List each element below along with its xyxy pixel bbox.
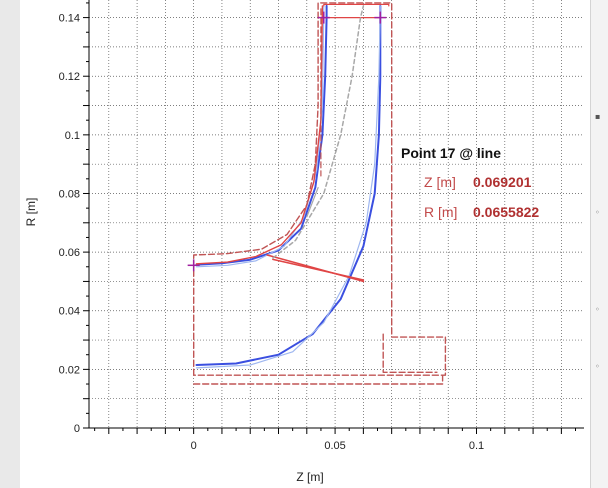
point-info-box: Point 17 @ line Z [m] 0.069201 R [m] 0.0… [401,145,539,220]
marker-layer [187,11,387,272]
y-tick-label: 0.1 [65,130,80,142]
series-line-6 [323,3,390,7]
y-tick-label: 0 [74,423,80,435]
x-tick-label: 0.1 [469,440,484,452]
info-title: Point 17 @ line [401,145,501,161]
series-line-2 [195,4,382,366]
info-r-value: 0.0655822 [473,204,539,220]
x-tick-label: 0.05 [324,440,345,452]
series-line-9 [272,258,365,281]
point-marker-2 [317,11,330,24]
series-line-5 [195,5,324,265]
x-tick-label: 0 [191,440,197,452]
series-line-3 [195,5,325,268]
series-line-1 [195,4,328,266]
series-line-13 [192,374,444,385]
series-line-14 [382,333,438,373]
y-tick-label: 0.12 [59,71,80,83]
y-tick-label: 0.06 [59,247,80,259]
point-marker-3 [374,11,387,24]
y-tick-label: 0.02 [59,364,80,376]
y-tick-label: 0.04 [59,306,80,318]
panel-edge-glyph-1: ▪ [595,112,601,121]
x-axis-label: Z [m] [296,470,323,484]
info-z-label: Z [m] [424,174,456,190]
series-layer [192,2,447,385]
y-tick-label: 0.14 [59,13,80,25]
panel-edge-glyph-2: ◦ [595,208,600,217]
series-line-11 [306,187,319,218]
right-side-panel: ▪ ◦ ◦ ◦ [590,0,608,488]
axes: 0 0.05 0.1 0 0.02 0.04 0.06 0.08 0.1 0.12 0.14 [59,0,584,452]
left-panel-edge [0,0,21,488]
y-axis-label: R [m] [24,198,38,227]
point-marker-1 [187,259,200,272]
series-line-12 [192,2,447,376]
chart-svg[interactable]: 0 0.05 0.1 0 0.02 0.04 0.06 0.08 0.1 0.12 0.14 Z [… [20,0,590,488]
y-tick-label: 0.08 [59,188,80,200]
panel-edge-glyph-3: ◦ [595,305,600,314]
info-z-value: 0.069201 [473,174,532,190]
series-line-10 [272,5,365,259]
meridional-plot[interactable]: 0 0.05 0.1 0 0.02 0.04 0.06 0.08 0.1 0.12 0.14 Z [… [20,0,590,488]
series-line-4 [195,5,381,369]
panel-edge-glyph-4: ◦ [595,362,600,371]
info-r-label: R [m] [424,204,457,220]
